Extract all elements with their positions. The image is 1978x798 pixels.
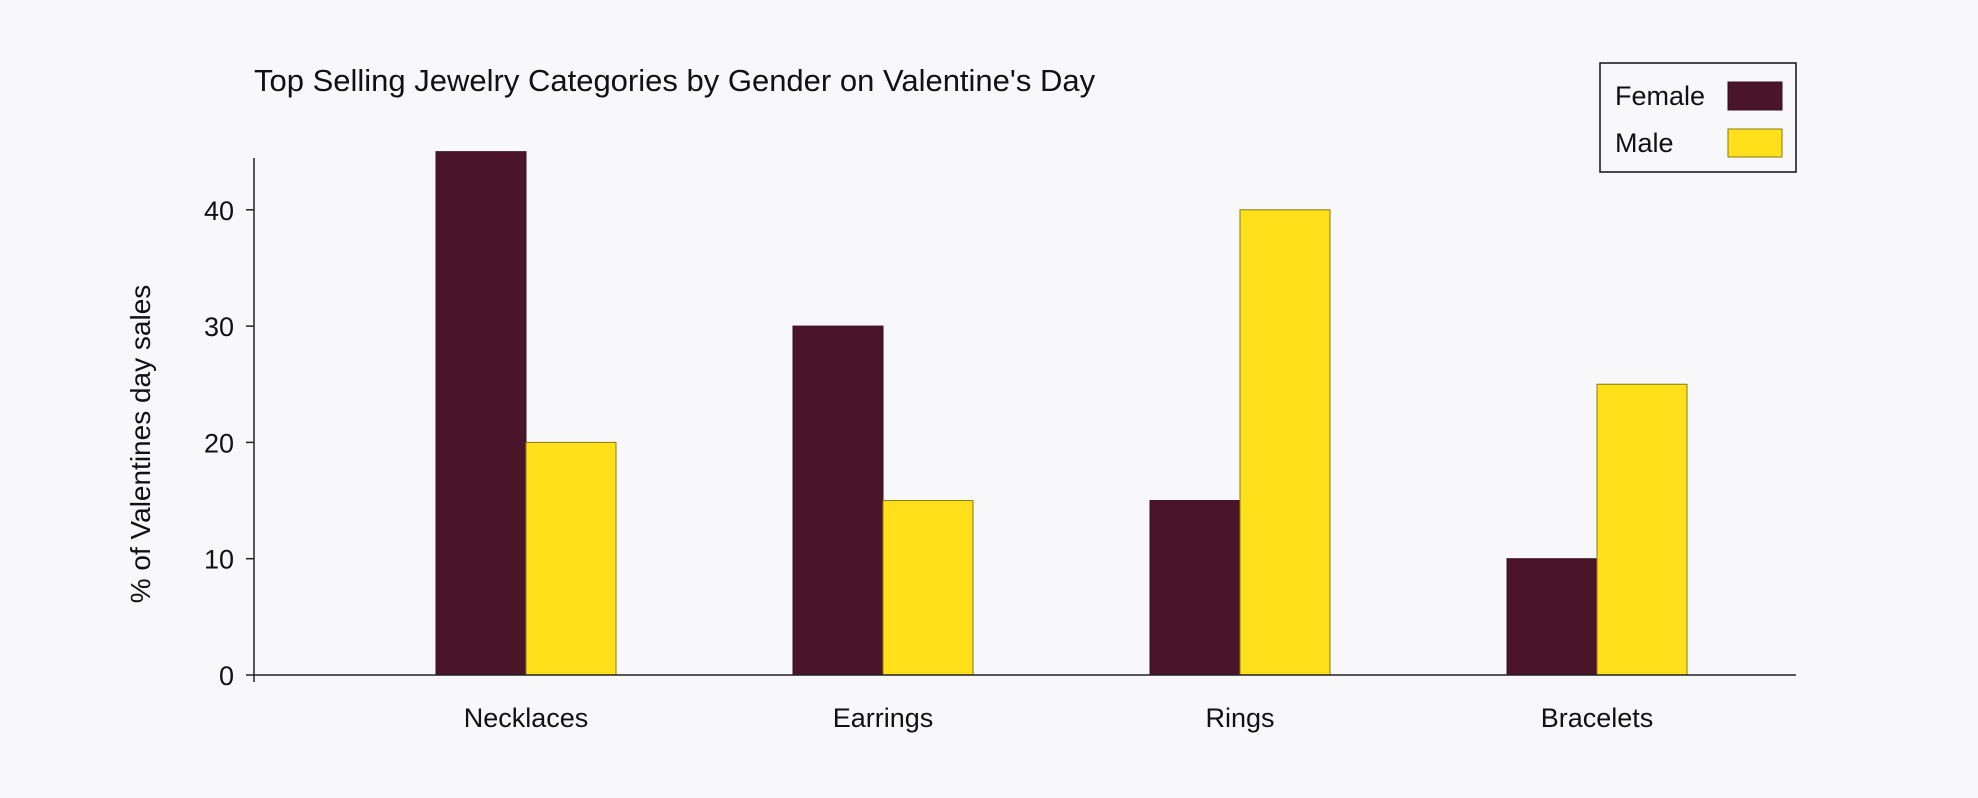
y-axis-label: % of Valentines day sales xyxy=(125,285,156,604)
legend-label-male: Male xyxy=(1615,128,1674,158)
y-tick-label: 30 xyxy=(204,312,234,342)
y-tick-label: 10 xyxy=(204,545,234,575)
y-tick-label: 40 xyxy=(204,196,234,226)
x-category-label: Earrings xyxy=(833,703,934,733)
x-category-label: Necklaces xyxy=(464,703,589,733)
bars-group xyxy=(435,151,1688,676)
y-ticks-group: 0 10 20 30 40 xyxy=(204,196,254,691)
bar-female-earrings xyxy=(792,325,884,676)
bar-male-rings xyxy=(1239,209,1331,676)
bar-male-necklaces xyxy=(525,441,617,676)
bar-female-bracelets xyxy=(1506,558,1598,676)
x-category-label: Rings xyxy=(1205,703,1274,733)
chart-title: Top Selling Jewelry Categories by Gender… xyxy=(254,63,1096,98)
bar-male-earrings xyxy=(882,500,974,676)
y-tick-label: 0 xyxy=(219,661,234,691)
bar-female-necklaces xyxy=(435,151,527,676)
bar-female-rings xyxy=(1149,500,1241,676)
legend-swatch-female xyxy=(1727,81,1783,111)
bar-male-bracelets xyxy=(1596,383,1688,676)
x-category-label: Bracelets xyxy=(1541,703,1654,733)
legend: Female Male xyxy=(1599,62,1797,173)
legend-swatch-male xyxy=(1727,128,1783,158)
legend-label-female: Female xyxy=(1615,81,1705,111)
legend-box xyxy=(1599,62,1797,173)
y-tick-label: 20 xyxy=(204,428,234,458)
x-categories-group: Necklaces Earrings Rings Bracelets xyxy=(464,703,1654,733)
